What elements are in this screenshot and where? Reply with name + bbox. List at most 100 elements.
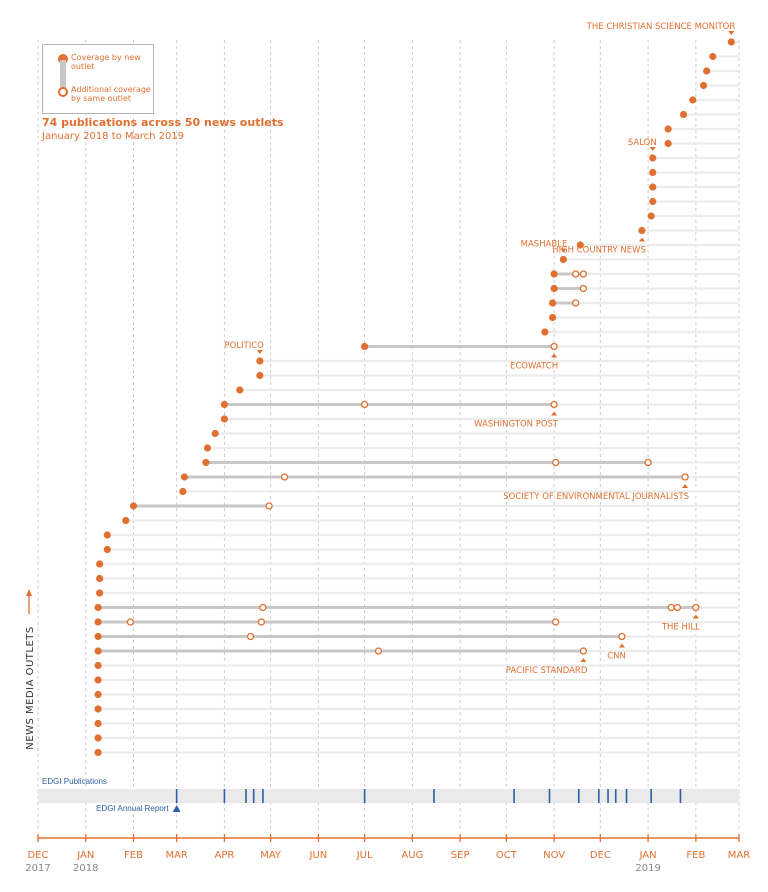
additional-coverage-dot [673, 603, 682, 612]
first-coverage-dot [122, 516, 130, 525]
x-tick-label: FEB [686, 850, 705, 861]
first-coverage-dot [96, 574, 104, 583]
first-coverage-dot [103, 531, 111, 539]
edgi-annual-report-label: EDGI Annual Report [96, 804, 169, 813]
y-axis-label: NEWS MEDIA OUTLETS [25, 626, 36, 749]
chart-title: 74 publications across 50 news outlets [42, 116, 284, 129]
x-tick-label: SEP [451, 850, 470, 861]
outlet-label-marker [551, 353, 558, 358]
additional-coverage-dot [280, 473, 289, 481]
outlet-label: THE HILL [661, 623, 700, 633]
edgi-band [38, 789, 739, 803]
first-coverage-dot [94, 632, 102, 641]
first-coverage-dot [699, 81, 708, 90]
outlet-label: WASHINGTON POST [474, 420, 559, 430]
additional-coverage-dot [681, 473, 689, 481]
first-coverage-dot [689, 96, 697, 104]
additional-coverage-dot [259, 603, 267, 612]
legend-open-dot-icon [58, 87, 68, 97]
outlet-label: CNN [607, 652, 626, 662]
first-coverage-dot [94, 705, 102, 713]
edgi-annual-report-marker [172, 805, 181, 812]
additional-coverage-dot [257, 618, 266, 626]
x-tick-label: JUL [356, 850, 373, 861]
first-coverage-dot [559, 255, 567, 264]
additional-coverage-dot [579, 647, 588, 655]
additional-coverage-dot [550, 342, 558, 351]
outlet-label-marker [682, 484, 689, 488]
x-tick-label: NOV [543, 850, 565, 861]
outlet-label: THE CHRISTIAN SCIENCE MONITOR [586, 22, 736, 32]
legend-connector-bar [60, 60, 66, 88]
legend: Coverage by new outlet Additional covera… [42, 44, 154, 114]
first-coverage-dot [709, 52, 717, 61]
outlet-rows [98, 40, 739, 754]
x-tick-year-label: 2017 [25, 863, 50, 874]
first-coverage-dot [727, 38, 735, 46]
first-coverage-dot [548, 299, 557, 307]
first-coverage-dot [256, 371, 264, 380]
x-tick-label: JAN [639, 850, 657, 861]
additional-coverage-dot [618, 632, 626, 641]
x-tick-label: AUG [401, 850, 423, 861]
outlet-label-marker [638, 237, 645, 242]
first-coverage-dot [211, 429, 219, 438]
chart-heading: 74 publications across 50 news outlets J… [42, 116, 284, 142]
outlet-label: PACIFIC STANDARD [506, 666, 588, 676]
additional-coverage-dot [552, 458, 560, 467]
additional-coverage-dot [579, 270, 588, 278]
additional-coverage-dot [265, 502, 273, 510]
x-tick-label: MAR [165, 850, 187, 861]
first-coverage-dot [576, 241, 584, 249]
outlet-label-marker [580, 658, 587, 662]
x-tick-label: FEB [124, 850, 143, 861]
edgi-publications-label: EDGI Publications [42, 777, 107, 786]
first-coverage-dot [649, 183, 657, 191]
additional-coverage-dot [550, 400, 558, 409]
legend-filled-label: Coverage by new outlet [71, 53, 141, 71]
additional-coverage-dot [246, 632, 255, 641]
first-coverage-dot [94, 748, 102, 757]
x-tick-label: MAR [728, 850, 750, 861]
x-tick-year-label: 2018 [73, 863, 98, 874]
x-tick-label: JAN [76, 850, 94, 861]
outlet-label-marker [728, 31, 735, 35]
first-coverage-dot [220, 415, 229, 423]
outlet-label: SALON [628, 138, 657, 148]
first-coverage-dot [638, 226, 646, 235]
additional-coverage-dot [360, 400, 369, 409]
additional-coverage-dot [692, 603, 700, 612]
first-coverage-dot [94, 618, 102, 626]
outlet-label-marker [649, 147, 656, 151]
x-tick-label: MAY [260, 850, 282, 861]
gridlines [37, 40, 740, 832]
y-axis-arrow-icon [26, 589, 32, 596]
first-coverage-dot [96, 560, 104, 568]
additional-coverage-dot [374, 647, 383, 655]
first-coverage-dot [664, 125, 672, 133]
first-coverage-dot [361, 342, 369, 351]
first-coverage-dot [664, 139, 672, 148]
additional-coverage-dot [552, 618, 560, 626]
coverage-points [94, 38, 735, 757]
first-coverage-dot [550, 270, 558, 278]
first-coverage-dot [649, 154, 657, 162]
first-coverage-dot [649, 197, 657, 206]
outlet-label-marker [256, 350, 263, 354]
x-axis: DEC 2017 JAN 2018 FEB MAR APR MAY JUN JUL AUG SEP OC… [25, 834, 750, 874]
additional-coverage-dot [572, 270, 580, 278]
first-coverage-dot [541, 328, 549, 336]
additional-coverage-dot [644, 458, 652, 467]
additional-coverage-dot [572, 299, 580, 307]
outlet-label-marker [618, 643, 625, 648]
outlet-label: HIGH COUNTRY NEWS [552, 246, 646, 256]
first-coverage-dot [236, 386, 244, 394]
first-coverage-dot [220, 400, 229, 409]
x-tick-label: JUN [309, 850, 328, 861]
x-tick-label: DEC [590, 850, 611, 861]
first-coverage-dot [180, 473, 188, 481]
first-coverage-dot [550, 284, 558, 293]
outlet-label-marker [560, 248, 567, 253]
edgi-publications-band: EDGI Publications EDGI Annual Report [38, 777, 739, 813]
x-tick-label: OCT [496, 850, 518, 861]
